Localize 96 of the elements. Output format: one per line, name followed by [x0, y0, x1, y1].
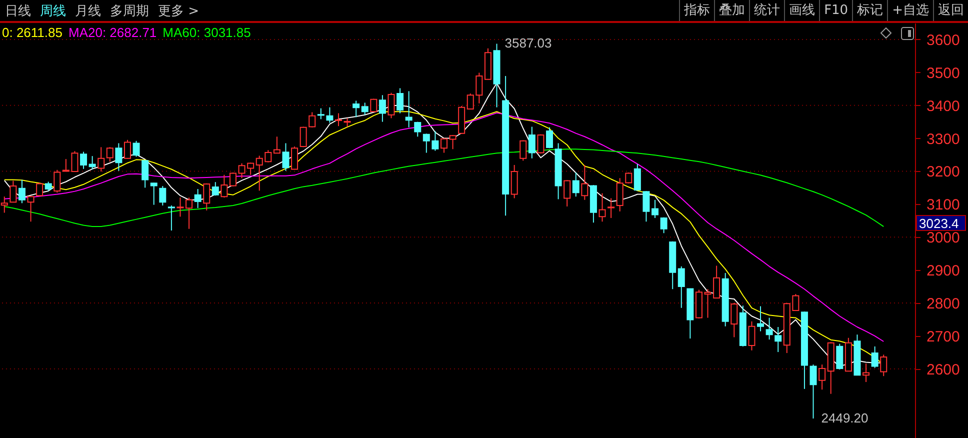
y-tick-label: 3500	[926, 64, 960, 82]
candlestick	[730, 302, 738, 338]
candlestick	[98, 146, 105, 172]
candlestick	[871, 346, 878, 368]
candlestick	[88, 156, 96, 170]
y-tick-label: 3100	[926, 196, 960, 214]
text: 返回	[933, 0, 968, 21]
candlestick	[774, 326, 782, 353]
candlestick	[818, 364, 826, 390]
candlestick	[449, 134, 456, 150]
candlestick	[748, 320, 756, 351]
candlestick	[326, 106, 334, 124]
candlestick	[652, 199, 659, 218]
candlestick	[572, 172, 580, 198]
candlestick	[27, 196, 34, 222]
text: 日线	[5, 2, 31, 20]
candlestick	[212, 182, 219, 196]
candlestick	[440, 138, 448, 154]
annotation: 2449.20	[821, 410, 868, 426]
y-tick-label: 3000	[926, 230, 960, 247]
candlestick	[862, 363, 870, 383]
y-tick-label: 2800	[926, 295, 960, 312]
text: 3023.4	[916, 214, 966, 231]
y-tick-label: 3400	[926, 98, 960, 115]
candlestick	[203, 182, 210, 211]
candlestick	[405, 90, 412, 128]
candlestick	[766, 317, 773, 340]
text: 周线	[40, 2, 66, 20]
candlestick	[142, 160, 149, 188]
text: 0: 2611.85	[2, 25, 62, 40]
candlestick	[168, 204, 175, 231]
candlestick	[880, 354, 888, 377]
text: 统计	[749, 0, 784, 21]
candlestick	[642, 190, 650, 222]
candlestick	[660, 216, 668, 234]
candlestick	[528, 126, 536, 159]
y-tick-label: 3300	[926, 130, 960, 148]
text: 叠加	[714, 0, 750, 21]
text: MA60: 3031.85	[162, 25, 251, 40]
candlestick	[36, 182, 44, 197]
candlestick	[273, 136, 280, 154]
text: +自选	[887, 0, 933, 21]
candlestick	[176, 197, 184, 218]
candlestick	[291, 146, 298, 170]
candlestick	[229, 172, 236, 187]
y-tick-label: 2600	[926, 361, 960, 378]
y-tick-label: 3200	[926, 164, 960, 181]
candlestick	[396, 88, 404, 114]
candlestick	[810, 364, 817, 419]
y-tick-label: 2700	[926, 328, 960, 346]
candlestick	[352, 100, 360, 118]
candlestick	[361, 102, 368, 116]
candlestick	[54, 169, 61, 194]
text: 指标	[679, 0, 714, 21]
candlestick	[44, 181, 52, 192]
candlestick	[18, 179, 26, 204]
candlestick	[317, 108, 324, 120]
candlestick	[132, 140, 140, 158]
candlestick	[537, 134, 544, 154]
candlestick	[115, 142, 122, 172]
candlestick	[388, 92, 395, 119]
candlestick	[546, 126, 554, 149]
candlestick	[150, 182, 158, 206]
candlestick	[634, 163, 641, 192]
candlestick	[378, 94, 386, 122]
candlestick	[608, 198, 615, 218]
candlestick	[757, 306, 764, 332]
candlestick	[186, 197, 193, 230]
candlestick	[598, 192, 606, 222]
text: 标记	[852, 0, 888, 21]
candlestick	[678, 266, 685, 308]
candlestick	[220, 174, 228, 198]
y-tick-label: 2900	[926, 262, 960, 280]
text: 月线	[75, 2, 101, 20]
candlestick	[836, 343, 844, 370]
candlestick	[370, 98, 378, 112]
candlestick	[124, 139, 131, 160]
candlestick	[194, 188, 202, 209]
candlestick	[106, 146, 114, 162]
candlestick	[520, 140, 527, 162]
candlestick	[10, 180, 17, 204]
candlestick	[581, 164, 588, 200]
text: F10	[819, 0, 852, 21]
text: MA20: 2682.71	[68, 25, 157, 40]
text: 更多 >	[158, 2, 200, 20]
candlestick	[282, 142, 290, 172]
candlestick	[564, 180, 571, 207]
candlestick	[414, 121, 422, 138]
annotation: 3587.03	[504, 36, 552, 51]
candlestick	[159, 186, 166, 206]
candlestick	[510, 164, 518, 199]
y-tick-label: 3600	[926, 32, 960, 49]
candlestick	[334, 112, 342, 127]
candlestick	[80, 151, 88, 170]
text: 画线	[784, 0, 820, 21]
text: 多周期	[110, 2, 149, 20]
